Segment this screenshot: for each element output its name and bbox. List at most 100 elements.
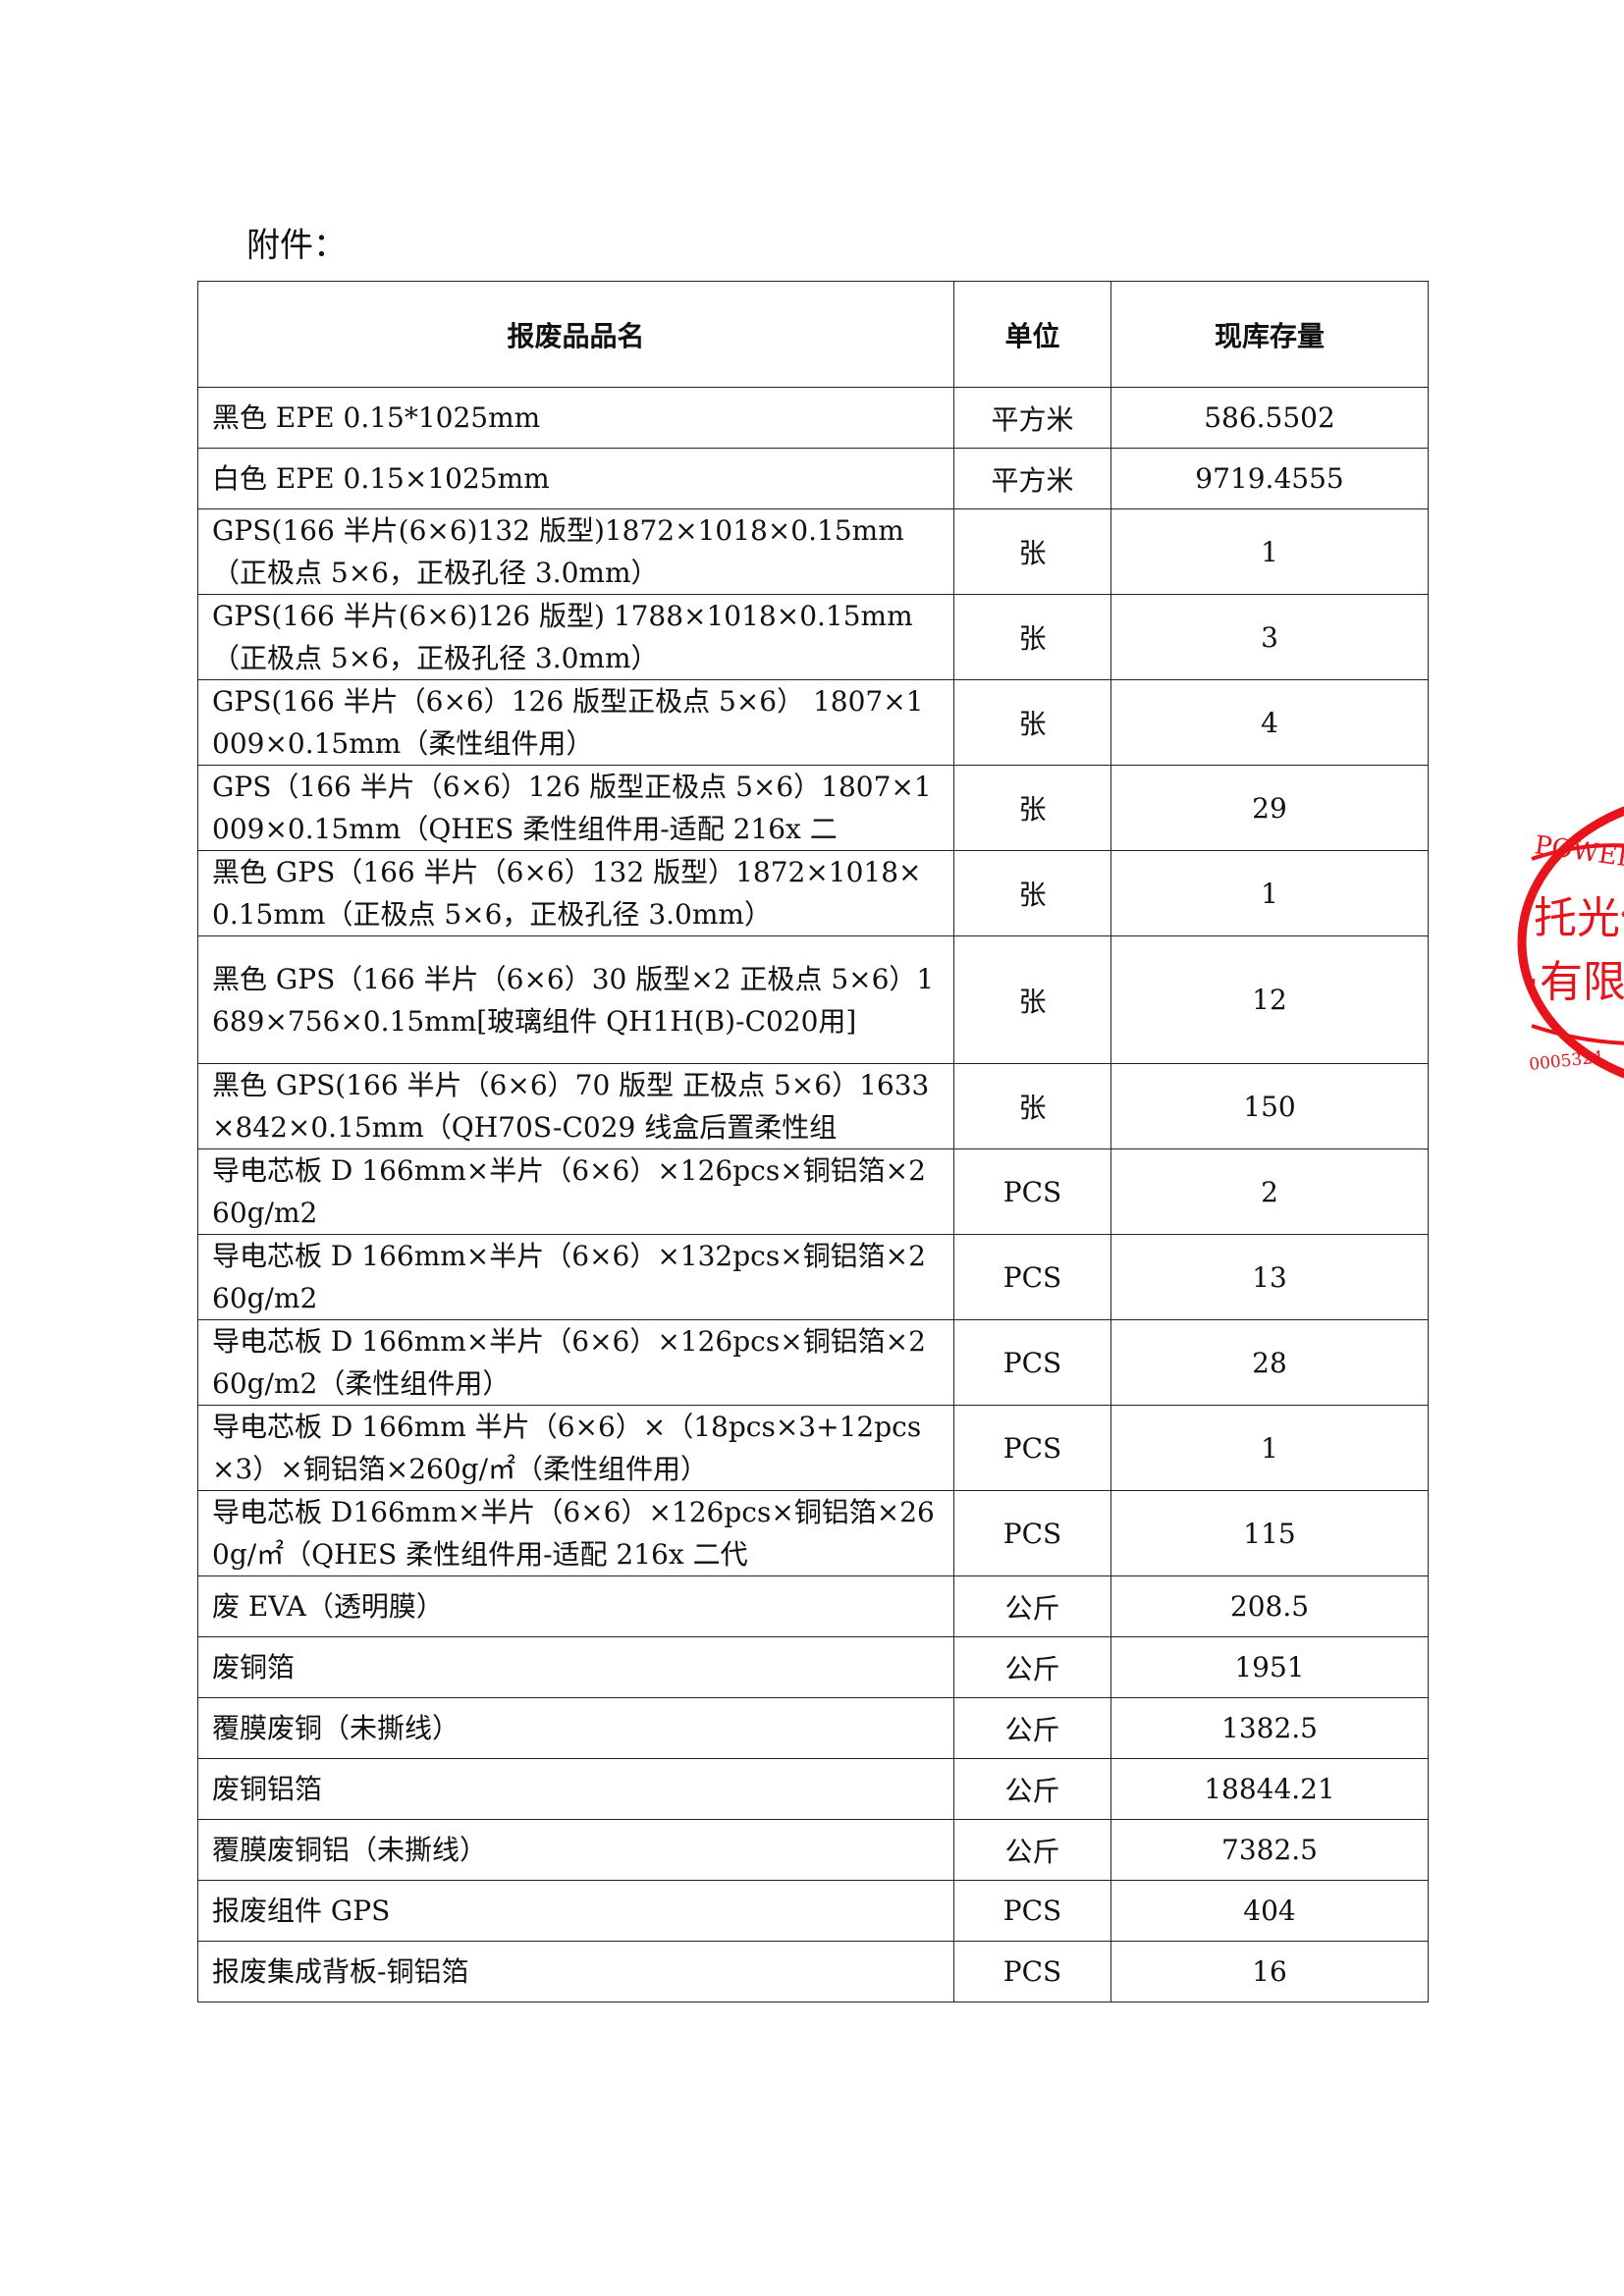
quantity-cell: 586.5502 xyxy=(1110,387,1429,449)
item-name: GPS(166 半片(6×6)126 版型) 1788×1018×0.15mm（… xyxy=(212,600,913,674)
quantity-cell: 16 xyxy=(1110,1941,1429,2002)
unit-cell: PCS xyxy=(953,1880,1111,1942)
item-name: 黑色 GPS（166 半片（6×6）132 版型）1872×1018×0.15m… xyxy=(212,856,922,931)
item-name-cell: 覆膜废铜（未撕线） xyxy=(197,1697,954,1759)
table-row: 废 EVA（透明膜） 公斤 208.5 xyxy=(197,1575,1429,1637)
unit-cell: PCS xyxy=(953,1148,1111,1235)
table-row: 导电芯板 D 166mm×半片（6×6）×132pcs×铜铝箔×260g/m2 P… xyxy=(197,1234,1429,1320)
item-name-cell: 导电芯板 D 166mm×半片（6×6）×126pcs×铜铝箔×260g/m2（… xyxy=(197,1319,954,1406)
company-seal-graphic: POWER 托光伏 ·有限公 0005324 xyxy=(1517,806,1624,1079)
company-seal: POWER 托光伏 ·有限公 0005324 xyxy=(1512,790,1624,1104)
unit-cell: PCS xyxy=(953,1319,1111,1406)
quantity-cell: 1 xyxy=(1110,850,1429,936)
unit-cell: 公斤 xyxy=(953,1575,1111,1637)
quantity-cell: 1 xyxy=(1110,1405,1429,1491)
table-row: 黑色 GPS（166 半片（6×6）30 版型×2 正极点 5×6）1689×7… xyxy=(197,935,1429,1064)
item-name: GPS(166 半片（6×6）126 版型正极点 5×6） 1807×1009×… xyxy=(212,685,924,760)
item-name-cell: 覆膜废铜铝（未撕线） xyxy=(197,1819,954,1881)
item-name: 报废组件 GPS xyxy=(212,1895,391,1927)
quantity-cell: 2 xyxy=(1110,1148,1429,1235)
unit-cell: 张 xyxy=(953,508,1111,595)
item-name-cell: GPS(166 半片（6×6）126 版型正极点 5×6） 1807×1009×… xyxy=(197,679,954,766)
quantity-cell: 1951 xyxy=(1110,1636,1429,1698)
item-name: 导电芯板 D 166mm×半片（6×6）×132pcs×铜铝箔×260g/m2 xyxy=(212,1240,926,1314)
unit-cell: 公斤 xyxy=(953,1697,1111,1759)
quantity-cell: 13 xyxy=(1110,1234,1429,1320)
svg-text:·有限公: ·有限公 xyxy=(1526,957,1624,1007)
unit-cell: 公斤 xyxy=(953,1819,1111,1881)
unit-cell: 平方米 xyxy=(953,448,1111,509)
table-row: 黑色 GPS(166 半片（6×6）70 版型 正极点 5×6）1633×842… xyxy=(197,1063,1429,1149)
svg-text:0005324: 0005324 xyxy=(1528,1047,1603,1075)
svg-text:托光伏: 托光伏 xyxy=(1534,893,1624,943)
quantity-cell: 3 xyxy=(1110,594,1429,680)
table-row: 覆膜废铜铝（未撕线） 公斤 7382.5 xyxy=(197,1819,1429,1881)
item-name-cell: 导电芯板 D 166mm×半片（6×6）×132pcs×铜铝箔×260g/m2 xyxy=(197,1234,954,1320)
item-name-cell: 导电芯板 D 166mm×半片（6×6）×126pcs×铜铝箔×260g/m2 xyxy=(197,1148,954,1235)
scrap-inventory-table: 报废品品名 单位 现库存量 黑色 EPE 0.15*1025mm 平方米 586.5… xyxy=(197,281,1429,2002)
unit-cell: 张 xyxy=(953,594,1111,680)
table-row: 覆膜废铜（未撕线） 公斤 1382.5 xyxy=(197,1697,1429,1759)
table-row: GPS(166 半片(6×6)132 版型)1872×1018×0.15mm（正… xyxy=(197,508,1429,595)
header-quantity: 现库存量 xyxy=(1110,281,1429,388)
table-header-row: 报废品品名 单位 现库存量 xyxy=(197,281,1429,388)
unit-cell: PCS xyxy=(953,1490,1111,1576)
item-name: 报废集成背板-铜铝箔 xyxy=(212,1955,469,1988)
item-name: 废 EVA（透明膜） xyxy=(212,1590,444,1623)
item-name-cell: 导电芯板 D166mm×半片（6×6）×126pcs×铜铝箔×260g/㎡（QH… xyxy=(197,1490,954,1576)
item-name-cell: 废 EVA（透明膜） xyxy=(197,1575,954,1637)
unit-cell: 平方米 xyxy=(953,387,1111,449)
table-row: 导电芯板 D 166mm×半片（6×6）×126pcs×铜铝箔×260g/m2（… xyxy=(197,1319,1429,1406)
header-unit: 单位 xyxy=(953,281,1111,388)
table-row: 导电芯板 D 166mm 半片（6×6）×（18pcs×3+12pcs×3）×铜… xyxy=(197,1405,1429,1491)
table-row: 导电芯板 D 166mm×半片（6×6）×126pcs×铜铝箔×260g/m2 P… xyxy=(197,1148,1429,1235)
table-row: GPS(166 半片(6×6)126 版型) 1788×1018×0.15mm（… xyxy=(197,594,1429,680)
item-name: 废铜箔 xyxy=(212,1651,296,1683)
item-name: 覆膜废铜（未撕线） xyxy=(212,1712,460,1744)
quantity-cell: 404 xyxy=(1110,1880,1429,1942)
item-name-cell: GPS（166 半片（6×6）126 版型正极点 5×6）1807×1009×0… xyxy=(197,765,954,851)
item-name: 白色 EPE 0.15×1025mm xyxy=(212,462,550,495)
header-item-name: 报废品品名 xyxy=(197,281,954,388)
quantity-cell: 9719.4555 xyxy=(1110,448,1429,509)
item-name: 废铜铝箔 xyxy=(212,1773,323,1805)
item-name-cell: 黑色 GPS(166 半片（6×6）70 版型 正极点 5×6）1633×842… xyxy=(197,1063,954,1149)
quantity-cell: 4 xyxy=(1110,679,1429,766)
quantity-cell: 28 xyxy=(1110,1319,1429,1406)
item-name: GPS（166 半片（6×6）126 版型正极点 5×6）1807×1009×0… xyxy=(212,771,932,845)
item-name: 导电芯板 D 166mm×半片（6×6）×126pcs×铜铝箔×260g/m2 xyxy=(212,1154,926,1229)
quantity-cell: 208.5 xyxy=(1110,1575,1429,1637)
table-row: 报废集成背板-铜铝箔 PCS 16 xyxy=(197,1941,1429,2002)
table-row: 废铜箔 公斤 1951 xyxy=(197,1636,1429,1698)
item-name-cell: 黑色 GPS（166 半片（6×6）30 版型×2 正极点 5×6）1689×7… xyxy=(197,935,954,1064)
unit-cell: 公斤 xyxy=(953,1636,1111,1698)
quantity-cell: 150 xyxy=(1110,1063,1429,1149)
item-name-cell: 报废集成背板-铜铝箔 xyxy=(197,1941,954,2002)
unit-cell: 张 xyxy=(953,850,1111,936)
table-row: 报废组件 GPS PCS 404 xyxy=(197,1880,1429,1942)
table-row: 白色 EPE 0.15×1025mm 平方米 9719.4555 xyxy=(197,448,1429,509)
unit-cell: 张 xyxy=(953,765,1111,851)
unit-cell: 张 xyxy=(953,679,1111,766)
quantity-cell: 12 xyxy=(1110,935,1429,1064)
item-name-cell: 白色 EPE 0.15×1025mm xyxy=(197,448,954,509)
unit-cell: 张 xyxy=(953,1063,1111,1149)
item-name: GPS(166 半片(6×6)132 版型)1872×1018×0.15mm（正… xyxy=(212,514,904,589)
unit-cell: 公斤 xyxy=(953,1758,1111,1820)
item-name: 黑色 EPE 0.15*1025mm xyxy=(212,401,541,434)
item-name-cell: 黑色 GPS（166 半片（6×6）132 版型）1872×1018×0.15m… xyxy=(197,850,954,936)
quantity-cell: 18844.21 xyxy=(1110,1758,1429,1820)
unit-cell: PCS xyxy=(953,1234,1111,1320)
item-name-cell: 导电芯板 D 166mm 半片（6×6）×（18pcs×3+12pcs×3）×铜… xyxy=(197,1405,954,1491)
table-row: 导电芯板 D166mm×半片（6×6）×126pcs×铜铝箔×260g/㎡（QH… xyxy=(197,1490,1429,1576)
item-name-cell: GPS(166 半片(6×6)126 版型) 1788×1018×0.15mm（… xyxy=(197,594,954,680)
quantity-cell: 1382.5 xyxy=(1110,1697,1429,1759)
item-name: 覆膜废铜铝（未撕线） xyxy=(212,1834,488,1866)
item-name-cell: 废铜铝箔 xyxy=(197,1758,954,1820)
quantity-cell: 1 xyxy=(1110,508,1429,595)
quantity-cell: 29 xyxy=(1110,765,1429,851)
item-name-cell: GPS(166 半片(6×6)132 版型)1872×1018×0.15mm（正… xyxy=(197,508,954,595)
item-name: 导电芯板 D166mm×半片（6×6）×126pcs×铜铝箔×260g/㎡（QH… xyxy=(212,1496,935,1571)
table-row: GPS(166 半片（6×6）126 版型正极点 5×6） 1807×1009×… xyxy=(197,679,1429,766)
unit-cell: PCS xyxy=(953,1941,1111,2002)
